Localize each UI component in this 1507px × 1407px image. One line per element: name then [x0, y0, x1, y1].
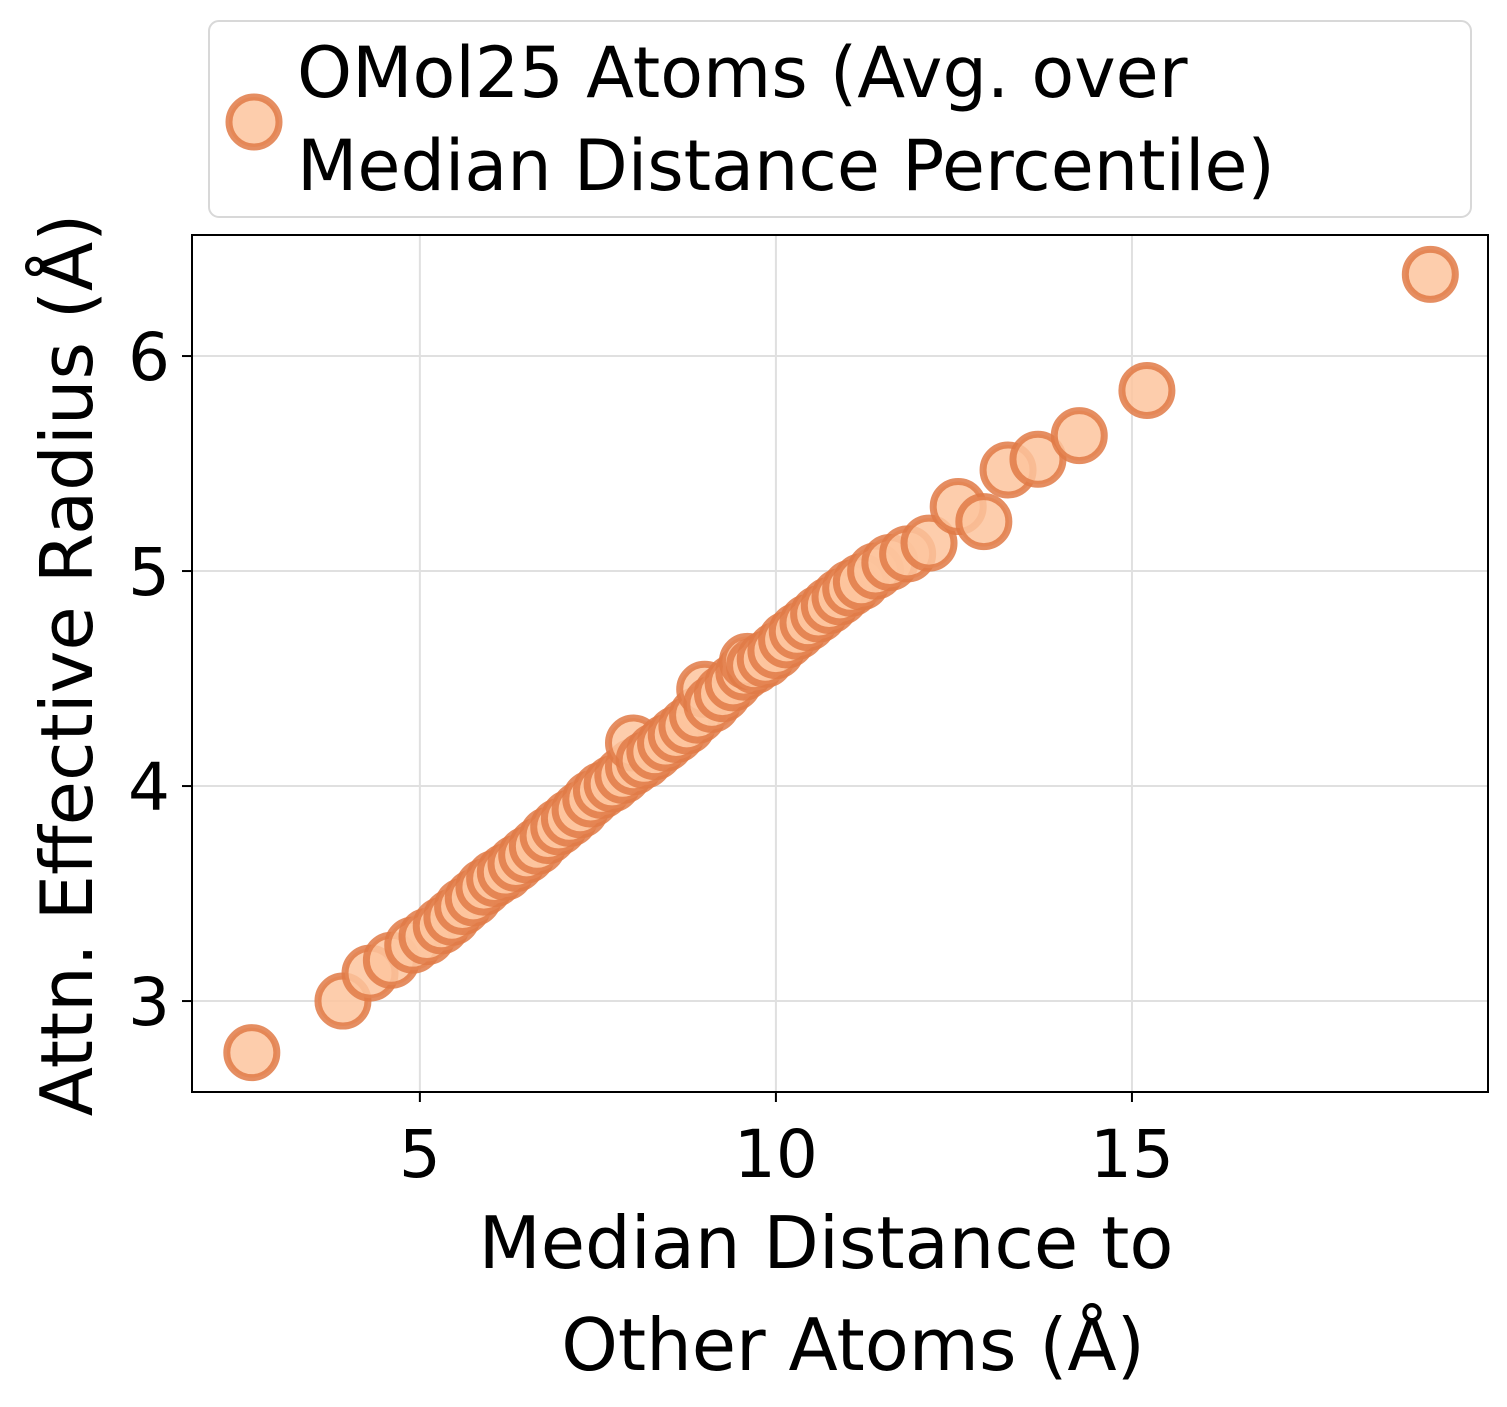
- x-axis-label-line2: Other Atoms (Å): [561, 1303, 1145, 1387]
- x-tick-label: 10: [734, 1116, 818, 1193]
- x-tick-label: 5: [399, 1116, 441, 1193]
- y-axis-ticks: 3 4 5 6: [128, 319, 192, 1041]
- legend: OMol25 Atoms (Avg. over Median Distance …: [208, 20, 1472, 218]
- scatter-point: [900, 514, 958, 572]
- scatter-point: [1050, 407, 1108, 465]
- x-axis-ticks: 5 10 15: [399, 1092, 1174, 1193]
- legend-label-line1: OMol25 Atoms (Avg. over: [297, 32, 1188, 114]
- y-tick-label: 4: [128, 749, 170, 826]
- data-points: [223, 245, 1459, 1082]
- y-tick-label: 3: [128, 964, 170, 1041]
- axes-frame: [191, 234, 1489, 1093]
- x-axis-label-line1: Median Distance to: [479, 1201, 1174, 1285]
- y-tick-label: 6: [128, 319, 170, 396]
- legend-label-line2: Median Distance Percentile): [297, 125, 1275, 207]
- scatter-point: [1401, 245, 1459, 303]
- scatter-point: [955, 493, 1013, 551]
- scatter-point: [223, 1024, 281, 1082]
- legend-box: [208, 20, 1472, 218]
- legend-marker-icon: [225, 93, 283, 151]
- scatter-point: [1118, 361, 1176, 419]
- y-axis-label: Attn. Effective Radius (Å): [25, 214, 109, 1117]
- x-tick-label: 15: [1090, 1116, 1174, 1193]
- scatter-point: [1009, 430, 1067, 488]
- y-tick-label: 5: [128, 534, 170, 611]
